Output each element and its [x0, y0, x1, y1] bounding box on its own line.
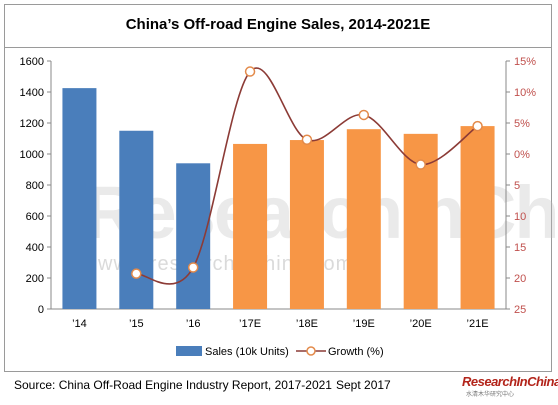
- right-axis-tick-label: 15: [514, 242, 526, 254]
- growth-point: [472, 120, 483, 132]
- sales-bar: [233, 143, 268, 309]
- growth-point: [244, 66, 256, 77]
- right-axis-tick-label: 0%: [514, 149, 530, 161]
- title-divider: [4, 47, 552, 48]
- growth-point: [415, 159, 426, 170]
- left-axis-tick-label: 0: [38, 304, 44, 316]
- legend-sales-swatch: [176, 346, 202, 356]
- x-axis-tick-label: ’15: [129, 318, 144, 330]
- growth-point: [131, 268, 142, 279]
- x-axis-tick-label: ’16: [186, 318, 201, 330]
- left-axis-tick-label: 800: [26, 180, 44, 192]
- logo-wordmark: ResearchInChina: [462, 374, 558, 389]
- growth-point: [187, 262, 199, 273]
- researchinchina-logo: ResearchInChina 水清木华研究中心: [462, 374, 558, 398]
- sales-bar: [289, 140, 324, 309]
- x-axis-tick-label: ’21E: [467, 318, 489, 330]
- right-axis-tick-label: 10%: [514, 87, 536, 99]
- x-axis-tick-label: ’14: [72, 318, 87, 330]
- sales-bar: [119, 130, 154, 309]
- growth-point: [301, 134, 313, 145]
- source-note: Source: China Off-Road Engine Industry R…: [14, 378, 332, 392]
- right-axis-tick-label: 20: [514, 273, 526, 285]
- chart-title: China’s Off-road Engine Sales, 2014-2021…: [125, 16, 431, 33]
- right-axis-tick-label: 15%: [514, 56, 536, 68]
- left-axis-tick-label: 600: [26, 211, 44, 223]
- x-axis-tick-label: ’19E: [353, 318, 375, 330]
- right-axis-tick-label: 5%: [514, 118, 530, 130]
- right-axis-tick-label: 25: [514, 304, 526, 316]
- sales-bar: [460, 126, 495, 309]
- legend-sales-label: Sales (10k Units): [205, 346, 289, 358]
- legend-growth-marker: [306, 346, 316, 356]
- left-axis-tick-label: 200: [26, 273, 44, 285]
- sales-bar: [62, 88, 97, 309]
- x-axis-tick-label: ’20E: [410, 318, 432, 330]
- growth-point: [358, 109, 370, 121]
- watermark-url: www.researchinchina.com: [98, 253, 354, 275]
- legend-growth-label: Growth (%): [328, 346, 384, 358]
- left-axis-tick-label: 1000: [20, 149, 44, 161]
- report-date: Sept 2017: [336, 378, 391, 392]
- x-axis-tick-label: ’17E: [239, 318, 261, 330]
- right-axis-tick-label: 10: [514, 211, 526, 223]
- left-axis-tick-label: 1400: [20, 87, 44, 99]
- logo-subtitle: 水清木华研究中心: [466, 392, 515, 398]
- x-axis-tick-label: ’18E: [296, 318, 318, 330]
- left-axis-tick-label: 400: [26, 242, 44, 254]
- right-axis-tick-label: 5: [514, 180, 520, 192]
- chart-frame: [4, 4, 552, 372]
- left-axis-tick-label: 1200: [20, 118, 44, 130]
- combo-chart: 0 200 400 600 800 1000 1200 1400 1600 15% 10% 5% 0% 5…: [20, 56, 537, 358]
- left-axis-tick-label: 1600: [20, 56, 44, 68]
- sales-bar: [346, 129, 381, 309]
